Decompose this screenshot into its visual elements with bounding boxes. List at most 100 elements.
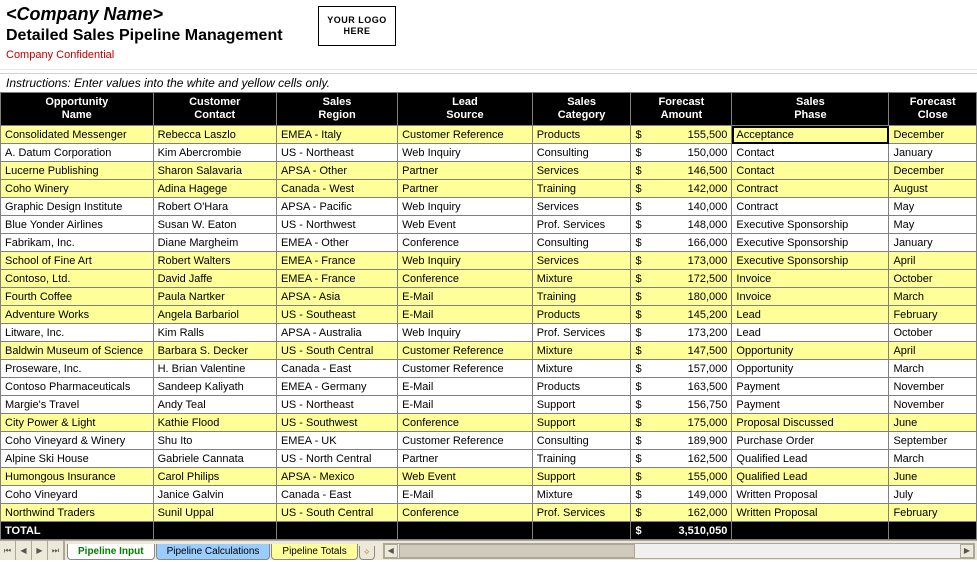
table-cell[interactable]: Robert Walters: [153, 252, 276, 270]
table-cell[interactable]: Invoice: [732, 288, 889, 306]
table-cell[interactable]: Web Inquiry: [398, 324, 533, 342]
table-cell[interactable]: Products: [532, 306, 631, 324]
table-cell[interactable]: Conference: [398, 270, 533, 288]
table-cell[interactable]: Contoso Pharmaceuticals: [1, 378, 154, 396]
table-cell[interactable]: Partner: [398, 450, 533, 468]
column-header[interactable]: OpportunityName: [1, 93, 154, 126]
table-cell[interactable]: Support: [532, 414, 631, 432]
table-cell[interactable]: Qualified Lead: [732, 450, 889, 468]
table-cell[interactable]: $148,000: [631, 216, 732, 234]
table-cell[interactable]: Sharon Salavaria: [153, 162, 276, 180]
table-cell[interactable]: April: [889, 252, 977, 270]
table-cell[interactable]: Paula Nartker: [153, 288, 276, 306]
table-cell[interactable]: Humongous Insurance: [1, 468, 154, 486]
table-cell[interactable]: Written Proposal: [732, 486, 889, 504]
company-name[interactable]: <Company Name>: [6, 4, 163, 25]
table-cell[interactable]: US - South Central: [276, 342, 397, 360]
table-cell[interactable]: Opportunity: [732, 360, 889, 378]
table-cell[interactable]: Contract: [732, 180, 889, 198]
table-cell[interactable]: H. Brian Valentine: [153, 360, 276, 378]
table-cell[interactable]: $156,750: [631, 396, 732, 414]
table-cell[interactable]: US - Southeast: [276, 306, 397, 324]
table-cell[interactable]: $162,500: [631, 450, 732, 468]
table-cell[interactable]: Web Inquiry: [398, 198, 533, 216]
table-cell[interactable]: Canada - East: [276, 360, 397, 378]
table-cell[interactable]: US - South Central: [276, 504, 397, 522]
table-cell[interactable]: Lead: [732, 324, 889, 342]
table-cell[interactable]: A. Datum Corporation: [1, 144, 154, 162]
table-cell[interactable]: Contract: [732, 198, 889, 216]
table-cell[interactable]: $162,000: [631, 504, 732, 522]
table-cell[interactable]: Web Inquiry: [398, 144, 533, 162]
table-cell[interactable]: $147,500: [631, 342, 732, 360]
table-cell[interactable]: July: [889, 486, 977, 504]
table-cell[interactable]: Litware, Inc.: [1, 324, 154, 342]
table-cell[interactable]: Web Event: [398, 216, 533, 234]
table-cell[interactable]: Consolidated Messenger: [1, 126, 154, 144]
table-cell[interactable]: Shu Ito: [153, 432, 276, 450]
scroll-left-icon[interactable]: ◀: [384, 544, 398, 558]
table-cell[interactable]: Consulting: [532, 144, 631, 162]
table-cell[interactable]: Angela Barbariol: [153, 306, 276, 324]
table-cell[interactable]: Opportunity: [732, 342, 889, 360]
table-cell[interactable]: E-Mail: [398, 396, 533, 414]
table-cell[interactable]: Partner: [398, 162, 533, 180]
table-cell[interactable]: October: [889, 324, 977, 342]
table-cell[interactable]: Executive Sponsorship: [732, 234, 889, 252]
table-cell[interactable]: Prof. Services: [532, 504, 631, 522]
table-cell[interactable]: $172,500: [631, 270, 732, 288]
table-cell[interactable]: June: [889, 414, 977, 432]
table-cell[interactable]: Coho Vineyard & Winery: [1, 432, 154, 450]
table-cell[interactable]: E-Mail: [398, 486, 533, 504]
table-cell[interactable]: Rebecca Laszlo: [153, 126, 276, 144]
table-cell[interactable]: US - Northeast: [276, 396, 397, 414]
table-cell[interactable]: Training: [532, 450, 631, 468]
table-cell[interactable]: Graphic Design Institute: [1, 198, 154, 216]
table-cell[interactable]: Proposal Discussed: [732, 414, 889, 432]
table-cell[interactable]: Sandeep Kaliyath: [153, 378, 276, 396]
table-cell[interactable]: Invoice: [732, 270, 889, 288]
column-header[interactable]: ForecastAmount: [631, 93, 732, 126]
table-cell[interactable]: Executive Sponsorship: [732, 252, 889, 270]
table-cell[interactable]: Conference: [398, 414, 533, 432]
table-cell[interactable]: Robert O'Hara: [153, 198, 276, 216]
table-cell[interactable]: September: [889, 432, 977, 450]
table-cell[interactable]: David Jaffe: [153, 270, 276, 288]
table-cell[interactable]: Support: [532, 396, 631, 414]
table-cell[interactable]: Fabrikam, Inc.: [1, 234, 154, 252]
table-cell[interactable]: Consulting: [532, 234, 631, 252]
table-cell[interactable]: Carol Philips: [153, 468, 276, 486]
table-cell[interactable]: March: [889, 360, 977, 378]
insert-sheet-icon[interactable]: ✧: [359, 546, 375, 560]
table-cell[interactable]: Training: [532, 180, 631, 198]
table-cell[interactable]: October: [889, 270, 977, 288]
table-cell[interactable]: Baldwin Museum of Science: [1, 342, 154, 360]
table-cell[interactable]: $180,000: [631, 288, 732, 306]
table-cell[interactable]: Support: [532, 468, 631, 486]
table-cell[interactable]: E-Mail: [398, 378, 533, 396]
table-cell[interactable]: APSA - Other: [276, 162, 397, 180]
table-cell[interactable]: Coho Winery: [1, 180, 154, 198]
table-cell[interactable]: EMEA - Germany: [276, 378, 397, 396]
table-cell[interactable]: $166,000: [631, 234, 732, 252]
table-cell[interactable]: Adventure Works: [1, 306, 154, 324]
table-cell[interactable]: Contact: [732, 162, 889, 180]
table-cell[interactable]: Web Event: [398, 468, 533, 486]
table-cell[interactable]: $146,500: [631, 162, 732, 180]
table-cell[interactable]: Services: [532, 252, 631, 270]
table-cell[interactable]: Payment: [732, 396, 889, 414]
table-cell[interactable]: Conference: [398, 504, 533, 522]
table-cell[interactable]: $173,200: [631, 324, 732, 342]
table-cell[interactable]: Consulting: [532, 432, 631, 450]
table-cell[interactable]: Gabriele Cannata: [153, 450, 276, 468]
table-cell[interactable]: Diane Margheim: [153, 234, 276, 252]
table-cell[interactable]: EMEA - France: [276, 270, 397, 288]
logo-placeholder[interactable]: YOUR LOGO HERE: [318, 6, 396, 46]
table-cell[interactable]: Payment: [732, 378, 889, 396]
table-cell[interactable]: $157,000: [631, 360, 732, 378]
table-cell[interactable]: Canada - East: [276, 486, 397, 504]
column-header[interactable]: LeadSource: [398, 93, 533, 126]
table-cell[interactable]: Lucerne Publishing: [1, 162, 154, 180]
table-cell[interactable]: February: [889, 504, 977, 522]
table-cell[interactable]: April: [889, 342, 977, 360]
